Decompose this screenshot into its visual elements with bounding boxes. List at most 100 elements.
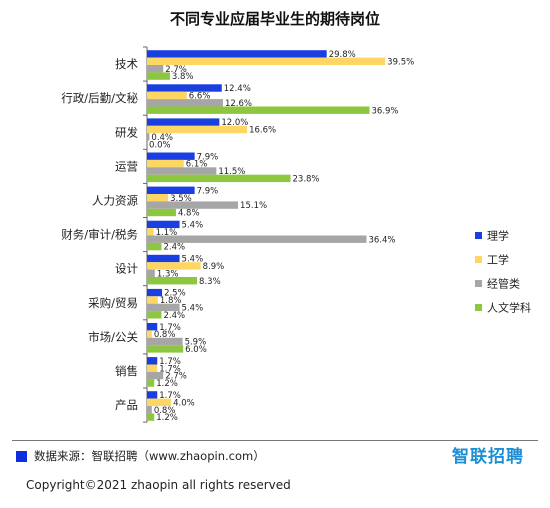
data-label: 7.9% [197, 152, 219, 162]
category-label: 运营 [115, 159, 138, 173]
bar [147, 167, 217, 175]
data-label: 5.9% [185, 338, 207, 348]
data-label: 29.8% [329, 50, 356, 60]
data-label: 8.3% [199, 277, 221, 287]
data-label: 2.7% [165, 372, 187, 382]
bar [147, 277, 198, 285]
brand-logo: 智联招聘 [452, 447, 524, 467]
category-label: 销售 [115, 364, 138, 378]
data-label: 1.3% [157, 269, 179, 279]
data-label: 1.2% [156, 413, 178, 423]
category-label: 研发 [115, 125, 138, 139]
bar [147, 330, 152, 338]
data-label: 0.8% [154, 406, 176, 416]
data-label: 1.1% [156, 228, 178, 238]
data-label: 1.8% [160, 296, 182, 306]
bar [147, 57, 386, 65]
footer-divider [12, 440, 538, 441]
legend-swatch [475, 280, 482, 287]
bar [147, 208, 176, 217]
bar [147, 269, 155, 277]
data-label: 15.1% [240, 201, 267, 211]
bar [147, 118, 220, 126]
bar [147, 228, 154, 236]
data-label: 0.0% [149, 140, 171, 150]
category-label: 技术 [115, 57, 138, 71]
data-label: 1.7% [159, 357, 181, 367]
data-label: 12.4% [224, 84, 251, 94]
bar [147, 91, 187, 100]
data-label: 11.5% [218, 167, 245, 177]
bar [147, 296, 158, 304]
data-label: 39.5% [387, 57, 414, 67]
data-label: 0.4% [151, 133, 173, 143]
data-label: 1.7% [159, 323, 181, 333]
bar [147, 391, 158, 399]
data-label: 2.4% [163, 243, 185, 253]
bar [147, 357, 158, 365]
data-label: 2.4% [163, 311, 185, 321]
data-label: 6.6% [189, 92, 211, 102]
bar [147, 413, 155, 421]
data-label: 0.8% [154, 330, 176, 340]
data-label: 6.1% [186, 160, 208, 170]
bar [147, 99, 223, 107]
data-label: 8.9% [203, 262, 225, 272]
data-label: 1.7% [159, 364, 181, 374]
bar [147, 379, 155, 387]
category-label: 财务/审计/税务 [61, 228, 138, 242]
bar [147, 288, 163, 297]
bar [147, 323, 158, 331]
category-label: 人力资源 [92, 193, 138, 207]
bar [147, 133, 150, 141]
data-label: 2.7% [165, 65, 187, 75]
bar [147, 337, 183, 346]
legend-swatch [475, 232, 482, 239]
category-label: 采购/贸易 [88, 296, 138, 310]
data-label: 36.9% [372, 106, 399, 116]
bar [147, 303, 180, 312]
bar [147, 201, 239, 209]
data-label: 4.0% [173, 398, 195, 408]
bar [147, 84, 222, 92]
bar [147, 152, 195, 160]
data-label: 1.2% [156, 379, 178, 389]
data-label: 4.8% [178, 209, 200, 219]
data-label: 5.4% [182, 255, 204, 265]
data-label: 7.9% [197, 186, 219, 196]
legend-swatch [475, 304, 482, 311]
bar [147, 398, 172, 406]
data-label: 6.0% [185, 345, 207, 355]
source-note: 数据来源：智联招聘（www.zhaopin.com） [34, 449, 265, 463]
data-label: 3.5% [170, 194, 192, 204]
bar [147, 159, 184, 168]
bar [147, 254, 180, 263]
chart-title: 不同专业应届毕业生的期待岗位 [169, 10, 380, 28]
legend-label: 经管类 [487, 277, 520, 291]
bar [147, 194, 169, 202]
bar [147, 50, 327, 58]
category-label: 产品 [115, 398, 138, 412]
data-label: 5.4% [182, 221, 204, 231]
bar [147, 311, 162, 319]
data-label: 12.0% [221, 118, 248, 128]
legend-label: 理学 [487, 229, 509, 243]
data-label: 2.5% [164, 289, 186, 299]
bar [147, 65, 164, 73]
bar [147, 106, 370, 114]
legend-swatch [475, 256, 482, 263]
bar [147, 220, 180, 229]
bar [147, 174, 291, 183]
bar [147, 364, 158, 372]
category-label: 市场/公关 [88, 330, 138, 344]
bar [147, 186, 195, 194]
legend-label: 人文学科 [487, 301, 531, 315]
bar [147, 262, 201, 270]
bar [147, 406, 152, 414]
legend-label: 工学 [487, 253, 509, 267]
category-label: 行政/后勤/文秘 [61, 91, 138, 105]
data-label: 36.4% [368, 235, 395, 245]
bar [147, 371, 164, 380]
bar [147, 235, 367, 243]
